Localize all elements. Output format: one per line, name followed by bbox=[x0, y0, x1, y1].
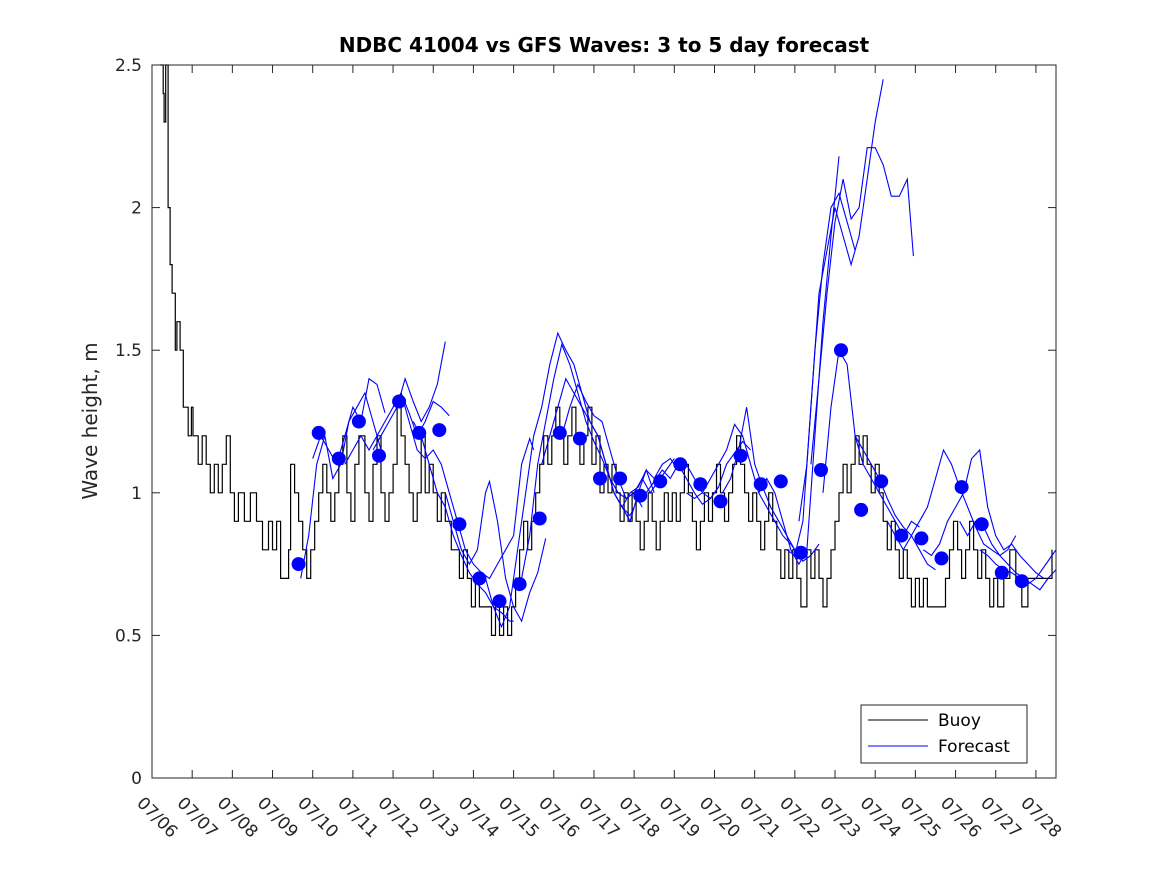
chart-title: NDBC 41004 vs GFS Waves: 3 to 5 day fore… bbox=[339, 33, 870, 57]
forecast-marker-26 bbox=[814, 463, 828, 477]
legend-buoy-label: Buoy bbox=[938, 711, 981, 731]
forecast-line-16 bbox=[786, 79, 884, 557]
forecast-marker-17 bbox=[633, 488, 648, 503]
forecast-marker-1 bbox=[311, 425, 326, 440]
y-axis-label: Wave height, m bbox=[78, 342, 102, 499]
forecast-line-20 bbox=[854, 435, 936, 571]
forecast-marker-28 bbox=[854, 502, 869, 517]
forecast-marker-15 bbox=[593, 471, 607, 486]
forecast-marker-5 bbox=[392, 394, 407, 409]
forecast-line-21 bbox=[886, 448, 1017, 557]
plot-frame bbox=[151, 64, 1057, 779]
forecast-marker-27 bbox=[834, 343, 848, 358]
y-tick-label-1: 0.5 bbox=[115, 626, 142, 646]
forecast-marker-3 bbox=[351, 414, 366, 429]
forecast-marker-33 bbox=[954, 480, 969, 495]
forecast-marker-9 bbox=[472, 571, 487, 586]
forecast-line-5 bbox=[412, 421, 514, 622]
forecast-marker-7 bbox=[432, 423, 447, 438]
forecast-line-12 bbox=[645, 440, 752, 505]
forecast-marker-2 bbox=[331, 451, 346, 466]
forecast-marker-24 bbox=[773, 474, 788, 489]
forecast-marker-12 bbox=[532, 511, 547, 526]
forecast-line-9 bbox=[541, 377, 655, 509]
forecast-marker-35 bbox=[994, 565, 1009, 580]
forecast-markers bbox=[291, 343, 1029, 609]
forecast-marker-36 bbox=[1014, 574, 1029, 589]
y-tick-label-2: 1 bbox=[131, 484, 142, 504]
forecast-marker-11 bbox=[512, 577, 527, 592]
forecast-marker-20 bbox=[693, 477, 708, 492]
forecast-line-22 bbox=[923, 448, 1045, 579]
forecast-marker-16 bbox=[613, 471, 628, 486]
forecast-marker-31 bbox=[914, 531, 929, 546]
buoy-line bbox=[160, 64, 1053, 636]
forecast-marker-6 bbox=[412, 425, 427, 440]
forecast-marker-29 bbox=[874, 474, 889, 489]
forecast-line-3 bbox=[372, 341, 446, 451]
forecast-marker-19 bbox=[673, 457, 688, 472]
forecast-marker-25 bbox=[793, 545, 808, 560]
forecast-line-1 bbox=[312, 377, 386, 466]
y-tick-label-4: 2 bbox=[131, 199, 142, 219]
legend: Buoy Forecast bbox=[860, 704, 1028, 764]
forecast-marker-14 bbox=[572, 431, 587, 446]
y-axis: 0 0.5 1 1.5 2 2.5 bbox=[115, 56, 1056, 789]
legend-forecast-label: Forecast bbox=[938, 737, 1010, 757]
forecast-series bbox=[300, 79, 1057, 629]
buoy-series bbox=[160, 64, 1053, 636]
forecast-line-6 bbox=[444, 479, 547, 623]
forecast-marker-13 bbox=[552, 425, 567, 440]
plot-area bbox=[152, 65, 1056, 778]
forecast-marker-10 bbox=[492, 594, 507, 609]
forecast-marker-34 bbox=[974, 517, 989, 532]
forecast-line-15 bbox=[758, 156, 840, 566]
forecast-line-17 bbox=[798, 191, 856, 522]
forecast-marker-8 bbox=[452, 517, 467, 532]
forecast-marker-4 bbox=[372, 448, 386, 463]
forecast-line-4 bbox=[392, 391, 535, 580]
forecast-marker-30 bbox=[894, 528, 909, 543]
forecast-marker-32 bbox=[934, 551, 949, 566]
forecast-marker-22 bbox=[733, 448, 748, 463]
y-tick-label-0: 0 bbox=[131, 769, 142, 789]
y-tick-label-3: 1.5 bbox=[115, 341, 142, 361]
forecast-marker-18 bbox=[653, 474, 668, 489]
forecast-marker-21 bbox=[713, 494, 728, 509]
legend-box bbox=[860, 704, 1028, 764]
forecast-line-18 bbox=[810, 147, 914, 465]
y-tick-label-5: 2.5 bbox=[115, 56, 142, 76]
forecast-marker-23 bbox=[753, 477, 768, 492]
forecast-marker-0 bbox=[291, 557, 306, 572]
